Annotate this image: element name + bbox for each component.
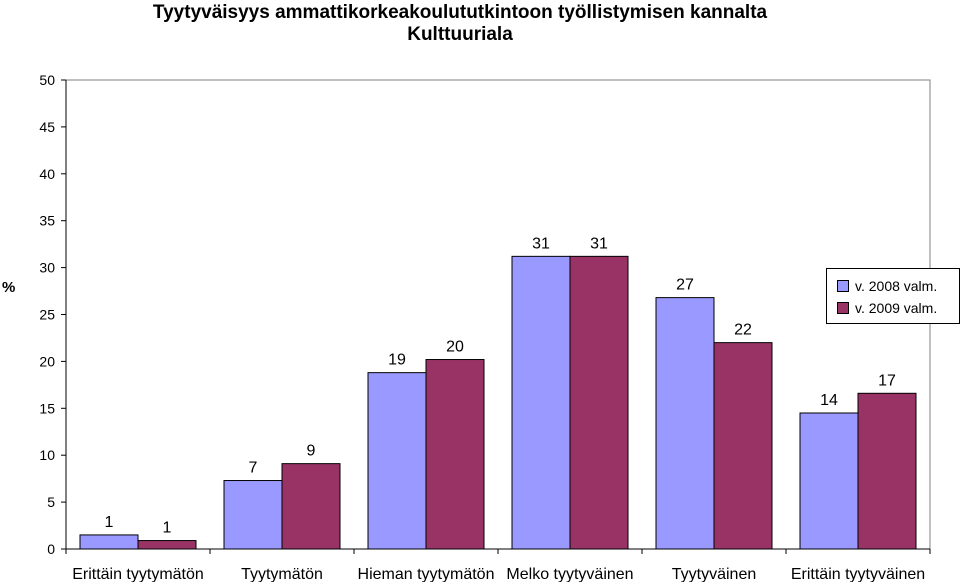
y-tick-label: 45 xyxy=(39,119,55,135)
y-tick-label: 0 xyxy=(47,541,55,557)
x-tick-label: Erittäin tyytyväinen xyxy=(791,566,925,582)
bar-2009 xyxy=(569,255,629,550)
bar-2008 xyxy=(655,297,715,550)
legend: v. 2008 valm. v. 2009 valm. xyxy=(826,268,960,324)
bar-2009 xyxy=(425,359,485,550)
data-label: 9 xyxy=(307,443,316,460)
legend-swatch-2008 xyxy=(837,280,849,292)
data-label: 19 xyxy=(388,352,406,369)
y-tick-label: 15 xyxy=(39,400,55,416)
data-label: 27 xyxy=(676,277,694,294)
y-tick-label: 25 xyxy=(39,307,55,323)
data-label: 1 xyxy=(105,514,114,531)
chart-titles: Tyytyväisyys ammattikorkeakoulututkintoo… xyxy=(0,0,920,46)
legend-item-2009: v. 2009 valm. xyxy=(837,299,937,317)
data-label: 31 xyxy=(590,235,608,252)
x-tick-label: Melko tyytyväinen xyxy=(506,566,633,582)
legend-swatch-2009 xyxy=(837,302,849,314)
bar-2008 xyxy=(367,372,427,550)
bar-2008 xyxy=(223,480,283,550)
bar-2008 xyxy=(79,534,139,550)
bar-2009 xyxy=(137,540,197,550)
x-tick-label: Tyytyväinen xyxy=(672,566,756,582)
y-tick-label: 50 xyxy=(39,72,55,88)
data-label: 20 xyxy=(446,339,464,356)
data-label: 31 xyxy=(532,235,550,252)
bar-2009 xyxy=(857,392,917,550)
chart-subtitle: Kulttuuriala xyxy=(407,24,513,45)
y-tick-label: 40 xyxy=(39,166,55,182)
bar-2009 xyxy=(713,342,773,550)
y-tick-label: 5 xyxy=(47,494,55,510)
x-tick-label: Erittäin tyytymätön xyxy=(72,566,204,582)
bar-2009 xyxy=(281,463,341,550)
chart-title: Tyytyväisyys ammattikorkeakoulututkintoo… xyxy=(152,2,768,23)
data-label: 14 xyxy=(820,392,838,409)
data-label: 1 xyxy=(163,520,172,537)
legend-label-2008: v. 2008 valm. xyxy=(855,278,938,294)
legend-item-2008: v. 2008 valm. xyxy=(837,277,937,295)
data-label: 17 xyxy=(878,372,896,389)
bar-2008 xyxy=(511,255,571,550)
y-axis-label: % xyxy=(2,279,15,296)
x-tick-label: Tyytymätön xyxy=(241,566,323,582)
bar-2008 xyxy=(799,412,859,550)
data-label: 7 xyxy=(249,460,258,477)
y-tick-label: 10 xyxy=(39,447,55,463)
data-label: 22 xyxy=(734,322,752,339)
y-tick-label: 30 xyxy=(39,260,55,276)
y-tick-label: 20 xyxy=(39,353,55,369)
y-tick-label: 35 xyxy=(39,213,55,229)
x-tick-label: Hieman tyytymätön xyxy=(358,566,495,582)
legend-label-2009: v. 2009 valm. xyxy=(855,300,938,316)
